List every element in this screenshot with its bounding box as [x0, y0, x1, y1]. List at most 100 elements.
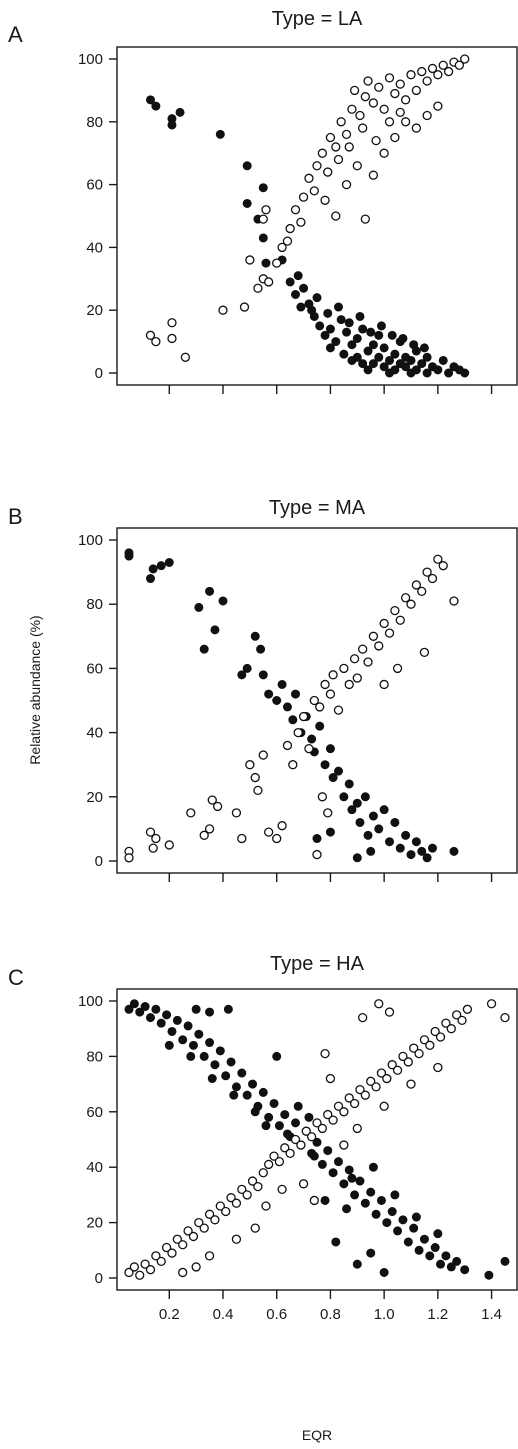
- point-filled: [164, 1040, 174, 1050]
- point-filled: [231, 1082, 241, 1092]
- point-open: [325, 132, 336, 143]
- point-open: [427, 573, 438, 584]
- point-open: [250, 772, 260, 783]
- point-open: [210, 1215, 220, 1225]
- point-filled: [339, 1179, 349, 1189]
- y-tick-label: 0: [95, 1270, 103, 1287]
- point-open: [333, 1101, 344, 1111]
- point-filled: [172, 1015, 182, 1025]
- y-tick-label: 60: [86, 660, 103, 677]
- point-filled: [210, 1060, 220, 1070]
- point-filled: [374, 824, 384, 834]
- point-open: [151, 1251, 161, 1261]
- point-filled: [162, 1010, 172, 1020]
- point-filled: [417, 359, 427, 369]
- point-filled: [441, 1251, 451, 1261]
- point-filled: [368, 359, 378, 369]
- point-filled: [360, 1198, 370, 1208]
- point-filled: [379, 1267, 389, 1277]
- point-filled: [272, 1051, 282, 1061]
- point-filled: [135, 1007, 145, 1017]
- point-open: [258, 1168, 268, 1178]
- point-filled: [422, 352, 432, 362]
- point-filled: [363, 346, 373, 356]
- point-open: [457, 1015, 467, 1026]
- point-filled: [411, 365, 421, 375]
- point-filled: [288, 715, 298, 725]
- point-open: [454, 60, 464, 70]
- point-open: [178, 1240, 188, 1250]
- panel-letter: B: [8, 504, 23, 529]
- point-open: [406, 599, 416, 609]
- point-open: [156, 1256, 166, 1267]
- point-open: [341, 129, 352, 140]
- point-open: [282, 236, 293, 246]
- point-open: [199, 830, 209, 840]
- point-filled: [333, 1157, 343, 1167]
- point-open: [382, 1073, 392, 1084]
- panel-title: Type = MA: [269, 497, 366, 519]
- point-open: [379, 679, 389, 690]
- point-open: [462, 1004, 473, 1014]
- point-open: [247, 1176, 258, 1186]
- point-open: [411, 85, 422, 96]
- point-filled: [363, 365, 373, 375]
- point-filled: [175, 107, 185, 117]
- point-filled: [411, 837, 421, 847]
- point-open: [352, 161, 362, 171]
- y-tick-label: 40: [86, 725, 103, 742]
- point-open: [390, 605, 400, 616]
- point-filled: [409, 340, 419, 350]
- point-filled: [167, 1026, 177, 1036]
- point-open: [349, 85, 360, 96]
- point-open: [379, 104, 389, 114]
- point-filled: [151, 1004, 161, 1014]
- point-open: [272, 833, 282, 844]
- point-filled: [274, 1121, 284, 1131]
- point-open: [344, 142, 354, 152]
- x-tick-label: 0.4: [213, 1306, 234, 1323]
- point-filled: [156, 1018, 166, 1028]
- point-open: [269, 1151, 279, 1161]
- point-filled: [145, 95, 155, 105]
- point-filled: [344, 318, 354, 328]
- y-tick-label: 100: [78, 532, 103, 549]
- point-open: [349, 1098, 360, 1109]
- point-open: [379, 148, 389, 158]
- point-open: [384, 73, 395, 83]
- point-open: [325, 689, 336, 699]
- point-filled: [261, 258, 271, 268]
- point-open: [371, 1082, 381, 1092]
- point-open: [331, 211, 341, 221]
- panel-title: Type = HA: [270, 953, 365, 975]
- point-filled: [339, 792, 349, 802]
- panel-a: A Type = LA 0 20 40 60 80 100: [8, 8, 518, 394]
- point-open: [253, 1181, 263, 1192]
- point-filled: [366, 1248, 376, 1258]
- point-filled: [264, 1112, 274, 1122]
- point-filled: [315, 721, 325, 731]
- point-filled: [331, 1237, 341, 1247]
- point-open: [384, 1007, 395, 1017]
- point-open: [186, 808, 196, 818]
- point-filled: [427, 843, 437, 853]
- point-open: [296, 1140, 306, 1150]
- point-filled: [312, 1137, 322, 1147]
- point-open: [355, 1084, 365, 1095]
- x-tick-label: 1.0: [374, 1306, 395, 1323]
- point-filled: [352, 1259, 362, 1269]
- y-tick-label: 0: [95, 365, 103, 382]
- point-filled: [293, 271, 303, 281]
- point-open: [417, 66, 427, 77]
- point-open: [264, 827, 274, 837]
- panel-c: C Type = HA 0 20 40 60 80 100 0.2 0.4 0.6 0.8 1.0 1.2…: [8, 953, 518, 1323]
- panel-b: B Type = MA 0 20 40 60 80 100: [8, 497, 518, 882]
- point-open: [336, 117, 346, 127]
- point-open: [422, 110, 432, 121]
- point-filled: [325, 343, 335, 353]
- point-filled: [390, 349, 400, 359]
- point-filled: [347, 805, 357, 815]
- point-open: [167, 318, 177, 328]
- point-filled: [242, 161, 252, 171]
